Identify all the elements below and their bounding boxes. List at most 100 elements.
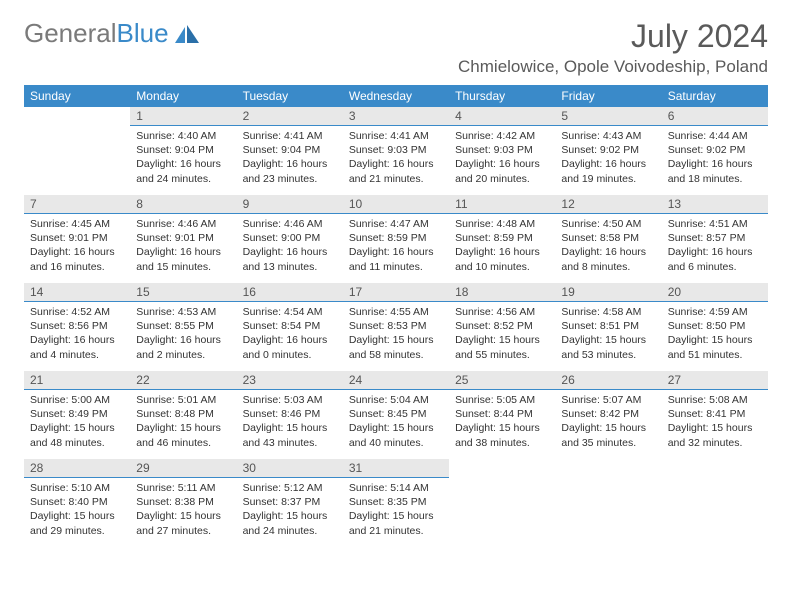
day-info-line: Daylight: 16 hours xyxy=(455,245,549,259)
day-info-line: Sunset: 8:48 PM xyxy=(136,407,230,421)
calendar-day-cell: 27Sunrise: 5:08 AMSunset: 8:41 PMDayligh… xyxy=(662,371,768,459)
calendar-day-cell: 14Sunrise: 4:52 AMSunset: 8:56 PMDayligh… xyxy=(24,283,130,371)
day-number: 31 xyxy=(343,459,449,478)
calendar-day-cell: 31Sunrise: 5:14 AMSunset: 8:35 PMDayligh… xyxy=(343,459,449,547)
day-info-line: and 20 minutes. xyxy=(455,172,549,186)
calendar-day-cell: 29Sunrise: 5:11 AMSunset: 8:38 PMDayligh… xyxy=(130,459,236,547)
day-info-line: Daylight: 15 hours xyxy=(349,509,443,523)
calendar-day-cell: 7Sunrise: 4:45 AMSunset: 9:01 PMDaylight… xyxy=(24,195,130,283)
day-info: Sunrise: 4:48 AMSunset: 8:59 PMDaylight:… xyxy=(449,214,555,280)
day-info-line: and 21 minutes. xyxy=(349,172,443,186)
calendar-day-cell: 10Sunrise: 4:47 AMSunset: 8:59 PMDayligh… xyxy=(343,195,449,283)
day-info-line: Sunrise: 4:46 AM xyxy=(136,217,230,231)
day-info-line: and 38 minutes. xyxy=(455,436,549,450)
calendar-week-row: 28Sunrise: 5:10 AMSunset: 8:40 PMDayligh… xyxy=(24,459,768,547)
logo-text-gray: General xyxy=(24,18,117,49)
weekday-header: Thursday xyxy=(449,85,555,107)
calendar-day-cell: 13Sunrise: 4:51 AMSunset: 8:57 PMDayligh… xyxy=(662,195,768,283)
day-info-line: Sunrise: 5:03 AM xyxy=(243,393,337,407)
calendar-day-cell: 12Sunrise: 4:50 AMSunset: 8:58 PMDayligh… xyxy=(555,195,661,283)
header: GeneralBlue July 2024 Chmielowice, Opole… xyxy=(24,18,768,77)
day-info-line: Sunset: 8:56 PM xyxy=(30,319,124,333)
day-number: 25 xyxy=(449,371,555,390)
day-info: Sunrise: 4:40 AMSunset: 9:04 PMDaylight:… xyxy=(130,126,236,192)
day-info-line: and 23 minutes. xyxy=(243,172,337,186)
calendar-day-cell: 18Sunrise: 4:56 AMSunset: 8:52 PMDayligh… xyxy=(449,283,555,371)
day-info: Sunrise: 4:56 AMSunset: 8:52 PMDaylight:… xyxy=(449,302,555,368)
day-number: 16 xyxy=(237,283,343,302)
day-number: 23 xyxy=(237,371,343,390)
day-info: Sunrise: 4:58 AMSunset: 8:51 PMDaylight:… xyxy=(555,302,661,368)
day-number: 21 xyxy=(24,371,130,390)
day-info: Sunrise: 4:55 AMSunset: 8:53 PMDaylight:… xyxy=(343,302,449,368)
day-info: Sunrise: 5:05 AMSunset: 8:44 PMDaylight:… xyxy=(449,390,555,456)
day-info-line: Sunset: 8:50 PM xyxy=(668,319,762,333)
day-info: Sunrise: 4:43 AMSunset: 9:02 PMDaylight:… xyxy=(555,126,661,192)
day-info-line: Sunset: 8:37 PM xyxy=(243,495,337,509)
calendar-day-cell: 24Sunrise: 5:04 AMSunset: 8:45 PMDayligh… xyxy=(343,371,449,459)
day-number: 1 xyxy=(130,107,236,126)
calendar-day-cell: 30Sunrise: 5:12 AMSunset: 8:37 PMDayligh… xyxy=(237,459,343,547)
day-info-line: Sunset: 8:41 PM xyxy=(668,407,762,421)
day-info-line: Daylight: 15 hours xyxy=(455,333,549,347)
day-number: 9 xyxy=(237,195,343,214)
day-info-line: Daylight: 16 hours xyxy=(136,157,230,171)
day-number: 4 xyxy=(449,107,555,126)
day-info-line: Sunset: 8:55 PM xyxy=(136,319,230,333)
title-block: July 2024 Chmielowice, Opole Voivodeship… xyxy=(458,18,768,77)
day-info-line: Sunset: 8:42 PM xyxy=(561,407,655,421)
day-number: 29 xyxy=(130,459,236,478)
day-number: 7 xyxy=(24,195,130,214)
day-info-line: Daylight: 15 hours xyxy=(136,421,230,435)
weekday-header: Saturday xyxy=(662,85,768,107)
day-info-line: Sunset: 8:54 PM xyxy=(243,319,337,333)
day-info-line: Daylight: 16 hours xyxy=(349,157,443,171)
day-info-line: Sunrise: 4:44 AM xyxy=(668,129,762,143)
calendar-day-cell: 1Sunrise: 4:40 AMSunset: 9:04 PMDaylight… xyxy=(130,107,236,195)
day-info: Sunrise: 4:59 AMSunset: 8:50 PMDaylight:… xyxy=(662,302,768,368)
day-info-line: Sunset: 9:04 PM xyxy=(136,143,230,157)
day-info-line: and 8 minutes. xyxy=(561,260,655,274)
weekday-header: Friday xyxy=(555,85,661,107)
calendar-day-cell: 8Sunrise: 4:46 AMSunset: 9:01 PMDaylight… xyxy=(130,195,236,283)
day-info-line: Sunset: 9:04 PM xyxy=(243,143,337,157)
calendar-day-cell: 16Sunrise: 4:54 AMSunset: 8:54 PMDayligh… xyxy=(237,283,343,371)
calendar-day-cell xyxy=(24,107,130,195)
day-info-line: and 16 minutes. xyxy=(30,260,124,274)
day-info: Sunrise: 5:10 AMSunset: 8:40 PMDaylight:… xyxy=(24,478,130,544)
calendar-day-cell: 17Sunrise: 4:55 AMSunset: 8:53 PMDayligh… xyxy=(343,283,449,371)
day-info-line: Daylight: 15 hours xyxy=(561,421,655,435)
day-number: 10 xyxy=(343,195,449,214)
calendar-week-row: 14Sunrise: 4:52 AMSunset: 8:56 PMDayligh… xyxy=(24,283,768,371)
day-info-line: Sunset: 8:59 PM xyxy=(455,231,549,245)
day-info-line: Daylight: 16 hours xyxy=(136,245,230,259)
day-info-line: Sunset: 8:44 PM xyxy=(455,407,549,421)
day-info-line: Sunrise: 4:59 AM xyxy=(668,305,762,319)
day-info-line: Sunset: 8:45 PM xyxy=(349,407,443,421)
day-info: Sunrise: 4:44 AMSunset: 9:02 PMDaylight:… xyxy=(662,126,768,192)
day-info-line: Sunrise: 4:41 AM xyxy=(349,129,443,143)
day-info-line: Daylight: 16 hours xyxy=(30,245,124,259)
day-number: 26 xyxy=(555,371,661,390)
day-info: Sunrise: 5:08 AMSunset: 8:41 PMDaylight:… xyxy=(662,390,768,456)
day-info-line: and 32 minutes. xyxy=(668,436,762,450)
day-info: Sunrise: 4:42 AMSunset: 9:03 PMDaylight:… xyxy=(449,126,555,192)
day-number: 11 xyxy=(449,195,555,214)
day-info: Sunrise: 4:47 AMSunset: 8:59 PMDaylight:… xyxy=(343,214,449,280)
day-number: 14 xyxy=(24,283,130,302)
day-number: 2 xyxy=(237,107,343,126)
day-info-line: Sunset: 9:03 PM xyxy=(349,143,443,157)
day-info: Sunrise: 5:11 AMSunset: 8:38 PMDaylight:… xyxy=(130,478,236,544)
day-info-line: Daylight: 15 hours xyxy=(455,421,549,435)
day-info-line: Sunrise: 5:11 AM xyxy=(136,481,230,495)
calendar-week-row: 7Sunrise: 4:45 AMSunset: 9:01 PMDaylight… xyxy=(24,195,768,283)
day-info-line: Sunrise: 4:47 AM xyxy=(349,217,443,231)
day-number: 20 xyxy=(662,283,768,302)
day-info-line: Daylight: 16 hours xyxy=(136,333,230,347)
day-info-line: Daylight: 15 hours xyxy=(243,421,337,435)
day-info-line: Sunset: 9:03 PM xyxy=(455,143,549,157)
day-info-line: and 58 minutes. xyxy=(349,348,443,362)
day-info: Sunrise: 4:52 AMSunset: 8:56 PMDaylight:… xyxy=(24,302,130,368)
day-info-line: Sunset: 8:46 PM xyxy=(243,407,337,421)
calendar-day-cell: 25Sunrise: 5:05 AMSunset: 8:44 PMDayligh… xyxy=(449,371,555,459)
